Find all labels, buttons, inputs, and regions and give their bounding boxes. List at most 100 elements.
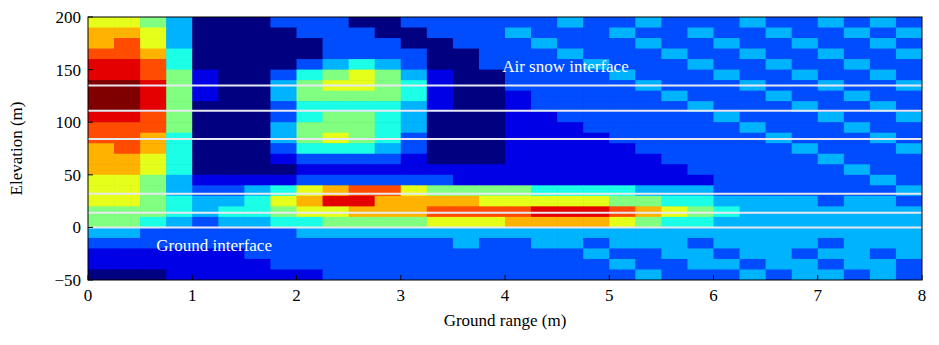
heat-cell	[818, 17, 845, 28]
heat-cell	[714, 238, 741, 249]
x-tick	[88, 275, 89, 280]
heat-cell	[114, 59, 141, 70]
heat-cell	[557, 175, 584, 186]
heat-cell	[557, 248, 584, 259]
heat-cell	[479, 259, 506, 270]
heat-cell	[323, 175, 350, 186]
heat-cell	[218, 122, 245, 133]
heat-cell	[114, 112, 141, 123]
heat-cell	[740, 196, 767, 207]
y-tick	[88, 17, 93, 18]
heat-cell	[479, 91, 506, 102]
heat-cell	[583, 28, 610, 39]
heat-cell	[297, 269, 324, 280]
heat-cell	[740, 49, 767, 60]
heat-cell	[896, 248, 922, 259]
heat-cell	[270, 59, 297, 70]
heat-cell	[687, 122, 714, 133]
heat-cell	[818, 70, 845, 81]
heat-cell	[687, 175, 714, 186]
heat-cell	[166, 70, 193, 81]
heat-cell	[140, 38, 167, 49]
heat-cell	[661, 154, 688, 165]
heat-cell	[792, 196, 819, 207]
heat-cell	[453, 175, 480, 186]
heat-cell	[479, 185, 506, 196]
heat-cell	[218, 49, 245, 60]
heat-cell	[166, 217, 193, 228]
heat-cell	[505, 217, 532, 228]
heat-cell	[687, 143, 714, 154]
heat-cell	[479, 122, 506, 133]
heat-cell	[792, 59, 819, 70]
heat-cell	[401, 59, 428, 70]
heat-cell	[740, 269, 767, 280]
heat-cell	[661, 28, 688, 39]
heat-cell	[609, 143, 636, 154]
heat-cell	[140, 91, 167, 102]
heat-cell	[375, 122, 402, 133]
heat-cell	[349, 196, 376, 207]
heat-cell	[323, 59, 350, 70]
heat-cell	[740, 238, 767, 249]
heat-cell	[531, 154, 558, 165]
heat-cell	[349, 112, 376, 123]
heat-cell	[896, 49, 922, 60]
heat-cell	[714, 122, 741, 133]
heat-cell	[323, 217, 350, 228]
heat-cell	[297, 154, 324, 165]
heat-cell	[349, 269, 376, 280]
heat-cell	[531, 238, 558, 249]
heat-cell	[427, 238, 454, 249]
heat-cell	[583, 238, 610, 249]
heat-cell	[375, 154, 402, 165]
interface-line	[88, 138, 922, 140]
heat-cell	[583, 248, 610, 259]
heat-cell	[140, 164, 167, 175]
heat-cell	[401, 248, 428, 259]
heat-cell	[896, 70, 922, 81]
heat-cell	[192, 17, 219, 28]
heat-cell	[687, 248, 714, 259]
heat-cell	[818, 122, 845, 133]
heat-cell	[844, 154, 871, 165]
heat-cell	[140, 154, 167, 165]
heat-cell	[896, 143, 922, 154]
heat-cell	[844, 164, 871, 175]
heat-cell	[844, 112, 871, 123]
heat-cell	[661, 196, 688, 207]
heat-cell	[427, 185, 454, 196]
heat-cell	[297, 122, 324, 133]
heat-cell	[557, 38, 584, 49]
heat-cell	[401, 185, 428, 196]
heat-cell	[323, 91, 350, 102]
heat-cell	[505, 227, 532, 238]
heat-cell	[583, 17, 610, 28]
heat-cell	[166, 143, 193, 154]
heat-cell	[687, 91, 714, 102]
heat-cell	[166, 196, 193, 207]
heat-cell	[844, 269, 871, 280]
heat-cell	[88, 227, 115, 238]
heat-cell	[349, 143, 376, 154]
annotation: Ground interface	[156, 236, 272, 255]
heat-cell	[375, 49, 402, 60]
heat-cell	[114, 217, 141, 228]
heat-cell	[166, 259, 193, 270]
heat-cell	[192, 38, 219, 49]
heat-cell	[557, 164, 584, 175]
heat-cell	[297, 259, 324, 270]
heat-cell	[766, 269, 793, 280]
heat-cell	[714, 185, 741, 196]
heat-cell	[114, 227, 141, 238]
heat-cell	[192, 59, 219, 70]
heat-cell	[766, 217, 793, 228]
heat-cell	[687, 38, 714, 49]
heat-cell	[218, 185, 245, 196]
heat-cell	[427, 38, 454, 49]
heat-cell	[505, 91, 532, 102]
heat-cell	[896, 238, 922, 249]
heat-cell	[140, 185, 167, 196]
heat-cell	[479, 238, 506, 249]
heat-cell	[140, 175, 167, 186]
